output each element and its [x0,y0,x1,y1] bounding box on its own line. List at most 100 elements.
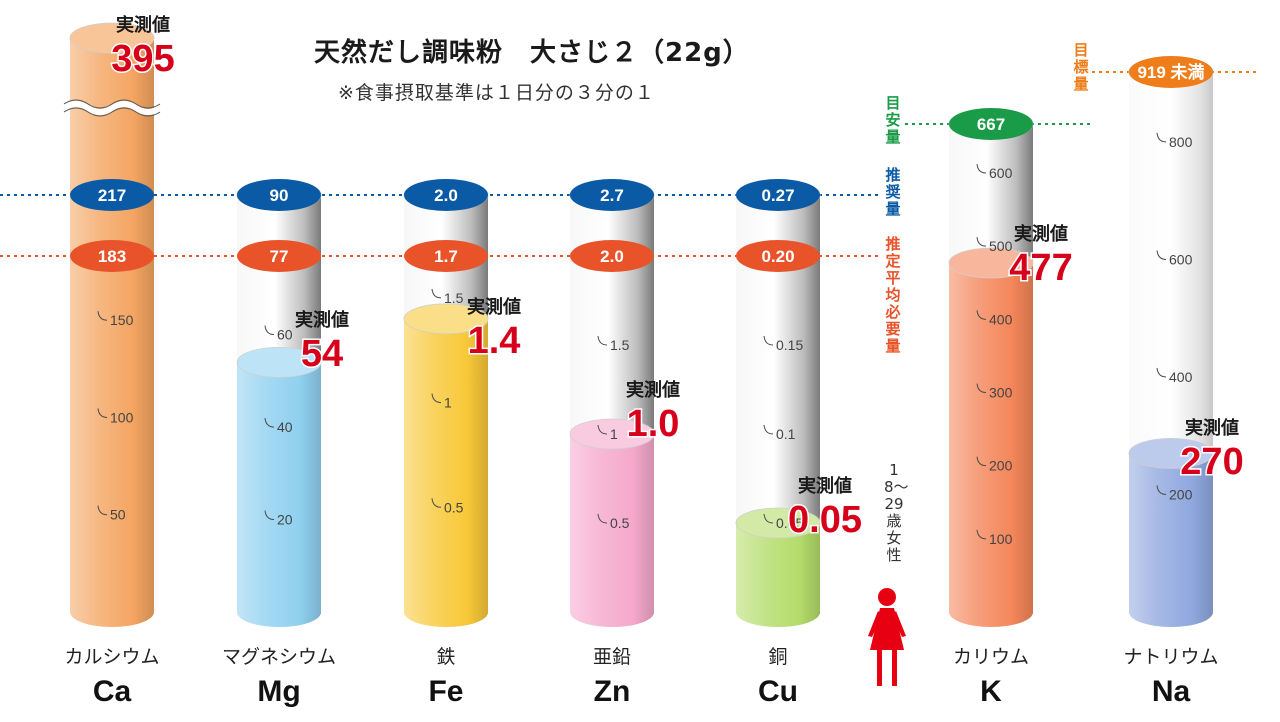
recommended-cu-value: 0.27 [761,186,794,205]
liquid-cu [735,507,821,627]
tick-ca-1-line [97,408,108,418]
tick-na-1-label: 400 [1169,369,1193,385]
name-zn: 亜鉛 [593,646,631,668]
tick-k-0-line [976,529,987,540]
tick-cu-1-line [763,424,774,435]
tick-fe-0-line [431,498,442,508]
estimated-average-fe-value: 1.7 [434,247,458,266]
liquid-k-body [949,263,1033,627]
tick-k-0-label: 100 [989,531,1013,547]
estimated-average-ca [70,240,154,272]
axis-break-top-ca [63,99,161,109]
symbol-mg: Mg [257,675,300,708]
tick-na-2-line [1156,250,1167,260]
female-icon [868,588,906,686]
symbol-fe: Fe [428,675,463,708]
liquid-mg-top [236,346,322,378]
tick-ca-0-line [97,505,108,516]
tick-fe-2-line [431,288,442,299]
estimated-average-mg-value: 77 [270,247,289,266]
tick-fe-1-line [431,393,442,404]
estimated-average-mg [237,240,321,272]
tick-zn-0-line [597,513,608,524]
recommended-zn [570,179,654,211]
measured-mg-value: 54 [301,333,343,375]
tick-k-5-line [976,163,987,174]
estimated-average-fe [404,240,488,272]
adequate-k [949,108,1033,140]
name-na: ナトリウム [1123,646,1218,668]
liquid-k [948,247,1034,627]
label-recommended: 推奨量 [885,166,901,218]
tick-k-3-label: 400 [989,311,1013,327]
tick-ca-2-line [97,311,108,321]
tick-k-2-line [976,383,987,394]
recommended-ca-value: 217 [98,186,126,205]
recommended-fe-value: 2.0 [434,186,458,205]
tick-na-3-line [1156,132,1167,143]
tick-mg-1-line [264,417,275,428]
chart-title: 天然だし調味粉 大さじ２（22g） [314,38,750,68]
liquid-zn-top [569,418,655,450]
liquid-na-top [1128,437,1214,469]
target-na-value: 919 未満 [1137,62,1204,82]
tick-ca-0-label: 50 [110,507,126,523]
tick-ca-2-label: 150 [110,312,134,328]
axis-break-ca [62,101,162,115]
liquid-fe-body [404,318,488,627]
liquid-k-top [948,247,1034,279]
liquid-na [1128,437,1214,627]
measured-cu-value: 0.05 [788,499,862,541]
liquid-zn-body [570,434,654,627]
tick-na-1-line [1156,367,1167,378]
tick-cu-2-label: 0.15 [776,337,803,353]
tick-k-4-line [976,237,987,247]
tick-zn-0-label: 0.5 [610,515,630,531]
tick-k-4-label: 500 [989,238,1013,254]
symbol-zn: Zn [594,675,631,708]
tick-fe-2-label: 1.5 [444,290,464,306]
tick-k-2-label: 300 [989,385,1013,401]
recommended-fe [404,179,488,211]
tick-mg-2-line [264,325,275,336]
tick-k-5-label: 600 [989,165,1013,181]
axis-break-bottom-ca [63,107,161,117]
tick-mg-0-line [264,510,275,521]
measured-na-caption: 実測値 [1185,417,1239,439]
measured-zn-value: 1.0 [627,403,680,445]
chart-subtitle: ※食事摂取基準は１日分の３分の１ [338,82,655,104]
measured-fe-caption: 実測値 [467,296,521,318]
liquid-cu-body [736,523,820,627]
label-adequate: 目安量 [885,94,901,146]
tick-cu-0-line [763,513,774,524]
estimated-average-zn-value: 2.0 [600,247,624,266]
tick-mg-2-label: 60 [277,327,293,343]
tick-cu-1-label: 0.1 [776,426,796,442]
target-na [1129,56,1213,88]
name-fe: 鉄 [436,646,455,668]
recommended-cu [736,179,820,211]
liquid-mg-body [237,362,321,627]
measured-zn-caption: 実測値 [626,379,680,401]
liquid-mg [236,346,322,627]
tick-k-1-label: 200 [989,458,1013,474]
tick-zn-2-label: 1.5 [610,337,630,353]
cylinder-ca-top [69,22,155,54]
tick-ca-1-label: 100 [110,409,134,425]
name-k: カリウム [953,646,1029,668]
label-estimated-average: 推定平均必要量 [885,235,901,355]
label-target: 目標量 [1073,41,1089,93]
tick-zn-1-line [597,424,608,435]
estimated-average-ca-value: 183 [98,247,126,266]
name-mg: マグネシウム [222,646,336,668]
recommended-ca [70,179,154,211]
tick-k-1-line [976,456,987,467]
recommended-zn-value: 2.7 [600,186,624,205]
tick-mg-1-label: 40 [277,419,293,435]
measured-k-value: 477 [1009,247,1072,289]
estimated-average-cu [736,240,820,272]
name-ca: カルシウム [64,646,159,668]
tick-cu-2-line [763,335,774,346]
